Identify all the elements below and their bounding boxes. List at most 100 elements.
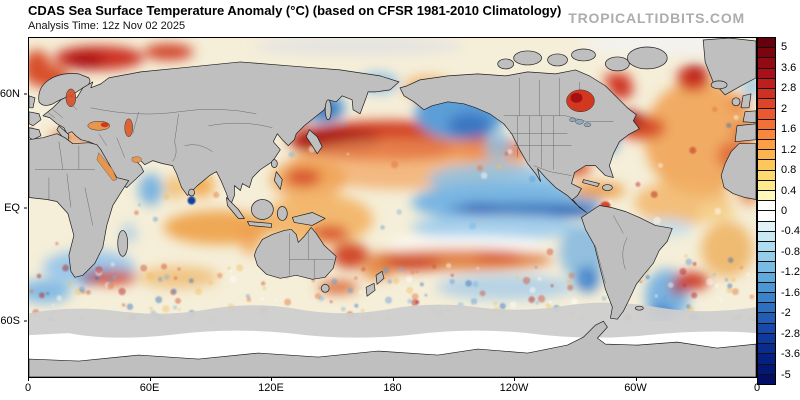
land-sakhalin — [324, 99, 332, 121]
land-arctic-island — [513, 50, 542, 66]
x-axis-label: 180 — [383, 382, 402, 394]
colorbar-tick-label: 2.8 — [781, 82, 797, 95]
colorbar-segment — [758, 98, 775, 109]
x-axis-label: 0 — [753, 382, 761, 394]
colorbar-segment — [758, 149, 775, 160]
colorbar-segment — [758, 271, 775, 282]
political-borders — [34, 77, 628, 284]
colorbar-segment — [758, 322, 775, 333]
colorbar-tick-label: -0.8 — [781, 245, 800, 258]
colorbar-segment — [758, 292, 775, 303]
colorbar-segment — [758, 251, 775, 262]
colorbar-segment — [758, 312, 775, 323]
map-frame — [28, 37, 757, 378]
land-scandinavia — [38, 73, 91, 106]
x-axis-label: 60E — [139, 382, 160, 394]
colorbar-segment — [758, 169, 775, 180]
colorbar-tick-label: 1.6 — [781, 123, 797, 136]
land-madagascar — [117, 230, 129, 257]
colorbar-tick-label: -5 — [781, 368, 791, 381]
y-tickmark — [24, 207, 27, 208]
colorbar-segment — [758, 343, 775, 354]
persian-gulf — [131, 156, 142, 163]
land-new-zealand-south — [365, 282, 376, 297]
colorbar-segment — [758, 281, 775, 293]
site-watermark: TROPICALTIDBITS.COM — [568, 10, 745, 26]
red-sea — [96, 152, 117, 181]
colorbar-segment — [758, 77, 775, 89]
colorbar-segment — [758, 210, 775, 221]
land-iceland — [710, 80, 728, 90]
land-new-guinea — [291, 212, 326, 226]
x-tickmark — [392, 378, 394, 381]
x-tickmark — [635, 378, 637, 381]
land-sumatra — [226, 197, 245, 219]
black-sea-warm-spot — [100, 122, 109, 128]
land-sulawesi — [276, 206, 288, 221]
colorbar-segment — [758, 179, 775, 191]
colorbar-segment — [758, 128, 775, 140]
colorbar-segment — [758, 332, 775, 344]
land-arctic-island — [547, 53, 568, 67]
great-lake — [583, 122, 592, 127]
colorbar-tick-label: 0 — [781, 205, 788, 217]
land-new-zealand-north — [375, 270, 385, 285]
analysis-time: Analysis Time: 12z Nov 02 2025 — [28, 20, 186, 32]
land-greenland — [702, 38, 756, 96]
y-axis-label: 60N — [0, 87, 20, 100]
hudson-bay-core — [570, 92, 583, 103]
x-axis-label: 60W — [624, 382, 647, 394]
land-falklands — [634, 305, 644, 311]
land-ireland — [731, 97, 741, 107]
land-arctic-island — [497, 58, 515, 70]
colorbar-segment — [758, 159, 775, 170]
land-java — [247, 221, 272, 228]
x-axis: 0 60E 120E 180 120W 60W 0 — [24, 378, 761, 396]
colorbar-segments — [757, 37, 776, 385]
colorbar-segment — [758, 241, 775, 252]
land-taiwan — [270, 159, 278, 168]
land-iberia-left — [29, 127, 42, 141]
land-iberia-right — [734, 123, 756, 143]
world-map — [29, 38, 756, 377]
colorbar-tick-label: -1.6 — [781, 286, 800, 299]
colorbar-tick-label: 1.2 — [781, 143, 797, 156]
x-axis-label: 120E — [258, 382, 284, 394]
land-arctic-island — [605, 56, 630, 72]
colorbar-segment — [758, 118, 775, 129]
x-tickmark — [514, 378, 515, 381]
inland-seas — [65, 88, 595, 181]
colorbar-segment — [758, 353, 775, 364]
antarctic-sea-ice-band — [29, 302, 756, 338]
colorbar-segment — [758, 373, 775, 384]
x-tickmark — [149, 378, 151, 381]
colorbar-tick-label: 0.4 — [781, 184, 797, 197]
colorbar-tick-label: -3.6 — [781, 348, 800, 361]
colorbar-segment — [758, 67, 775, 78]
land-philippines — [273, 171, 283, 190]
land-arctic-island — [571, 48, 596, 62]
colorbar-labels: 5 3.6 2.8 2 1.6 1.2 0.8 0.4 0 -0.4 -0.8 -1.2 -1.6 -2 -… — [781, 37, 800, 385]
colorbar-tick-label: 0.8 — [781, 164, 797, 177]
land-japan — [305, 129, 323, 155]
land-france-right — [742, 110, 756, 124]
land-france-left — [29, 111, 42, 127]
land-uk-right — [740, 93, 752, 109]
y-tickmark — [24, 93, 27, 95]
colorbar-tick-label: 3.6 — [781, 61, 797, 74]
land-cuba — [582, 179, 600, 187]
colorbar-segment — [758, 38, 775, 48]
land-sri-lanka — [188, 188, 195, 197]
colorbar-segment — [758, 57, 775, 68]
colorbar-tick-label: 5 — [781, 41, 788, 54]
x-axis-label: 0 — [24, 382, 32, 394]
colorbar-tick-label: 2 — [781, 102, 788, 115]
x-tickmark — [271, 378, 272, 381]
colorbar-tick-label: -2.8 — [781, 327, 800, 340]
colorbar-tick-label: -0.4 — [781, 225, 800, 238]
y-tickmark — [24, 320, 27, 322]
colorbar-segment — [758, 139, 775, 150]
y-axis-label: EQ — [4, 201, 20, 214]
land-hispaniola — [602, 184, 613, 191]
